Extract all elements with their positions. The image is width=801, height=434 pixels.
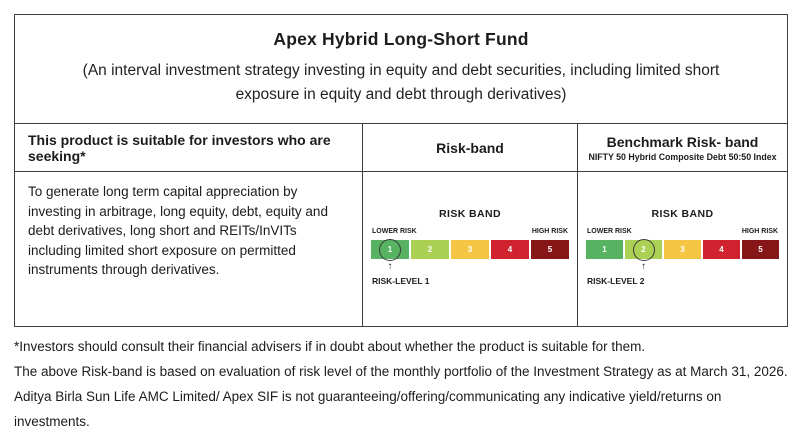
high-risk-label: HIGH RISK [531,228,568,235]
fund-risk-band: RISK BAND LOWER RISK HIGH RISK 1 ↑ 2 3 [363,172,578,326]
suitability-text: To generate long term capital appreciati… [28,184,328,277]
risk-level-label: RISK-LEVEL 1 [372,276,430,286]
risk-box-1: 1 [586,240,623,259]
table-body-row: To generate long term capital appreciati… [15,172,787,326]
risk-band-scale: 1 ↑ 2 3 4 5 [371,238,569,272]
risk-box-3: 3 [451,240,489,259]
selection-ring [379,238,401,261]
risk-box-2-label: 2 [427,245,433,254]
risk-band-axis-labels: LOWER RISK HIGH RISK [586,228,779,235]
risk-box-4: 4 [703,240,740,259]
benchmark-index-name: NIFTY 50 Hybrid Composite Debt 50:50 Ind… [588,151,777,162]
table-header-row: This product is suitable for investors w… [15,124,787,172]
title-block: Apex Hybrid Long-Short Fund (An interval… [15,15,787,124]
risk-box-4-label: 4 [719,245,724,254]
risk-box-3-label: 3 [467,245,473,254]
header-benchmark: Benchmark Risk- band NIFTY 50 Hybrid Com… [578,124,787,171]
selection-arrow-icon: ↑ [641,261,646,272]
footnote-evaluation-date: The above Risk-band is based on evaluati… [14,364,788,379]
benchmark-title: Benchmark Risk- band [606,133,759,150]
risk-box-1-label: 1 [602,245,607,254]
suitability-cell: To generate long term capital appreciati… [15,172,363,326]
selection-arrow-icon: ↑ [387,261,393,272]
footnote-no-guarantee: Aditya Birla Sun Life AMC Limited/ Apex … [14,389,722,429]
risk-box-3: 3 [664,240,701,259]
risk-box-4-label: 4 [507,245,513,254]
footnote-advisers: *Investors should consult their financia… [14,339,646,354]
high-risk-label: HIGH RISK [741,228,778,235]
risk-box-5-label: 5 [547,245,553,254]
risk-band-scale: 1 2 ↑ 3 4 5 [586,238,779,272]
risk-box-5: 5 [531,240,569,259]
header-risk-band: Risk-band [363,124,578,171]
lower-risk-label: LOWER RISK [587,228,632,235]
fund-title: Apex Hybrid Long-Short Fund [273,29,529,49]
risk-level-label: RISK-LEVEL 2 [587,276,645,286]
footnotes: *Investors should consult their financia… [14,334,794,434]
risk-band-axis-labels: LOWER RISK HIGH RISK [371,228,569,235]
header-suitability: This product is suitable for investors w… [15,124,363,171]
risk-box-5-label: 5 [758,245,763,254]
selection-ring [632,238,655,261]
risk-box-5: 5 [742,240,779,259]
risk-band-heading: RISK BAND [439,208,501,220]
risk-band-heading: RISK BAND [651,208,714,220]
lower-risk-label: LOWER RISK [372,228,417,235]
risk-disclosure-table: Apex Hybrid Long-Short Fund (An interval… [14,14,788,327]
risk-box-2: 2 [411,240,449,259]
fund-subtitle: (An interval investment strategy investi… [82,62,720,103]
risk-box-4: 4 [491,240,529,259]
risk-box-2: 2 ↑ [625,238,662,272]
risk-box-3-label: 3 [680,245,685,254]
benchmark-risk-band: RISK BAND LOWER RISK HIGH RISK 1 2 ↑ 3 [578,172,787,326]
risk-box-1: 1 ↑ [371,238,409,272]
